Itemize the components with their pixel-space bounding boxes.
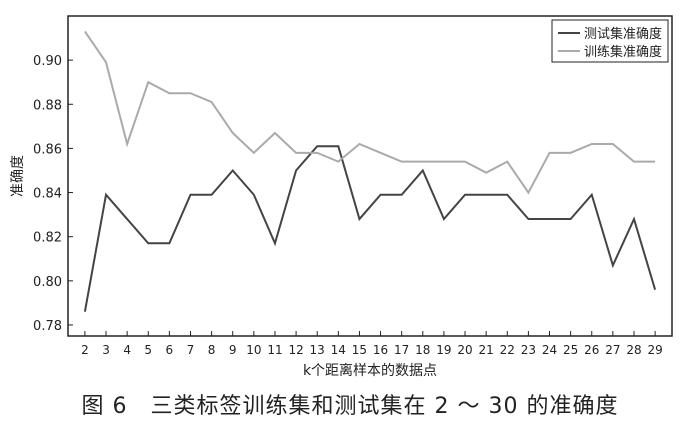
series-line-test <box>83 145 657 312</box>
x-tick-label: 5 <box>144 343 152 357</box>
y-tick-label: 0.86 <box>33 142 62 157</box>
y-tick-label: 0.82 <box>33 231 62 246</box>
y-tick-label: 0.88 <box>33 98 62 113</box>
plot-frame <box>67 15 673 337</box>
x-tick-label: 20 <box>457 343 472 357</box>
y-tick-label: 0.84 <box>33 187 62 202</box>
x-tick-label: 29 <box>647 343 662 357</box>
x-tick-label: 12 <box>288 343 303 357</box>
x-tick-label: 19 <box>436 343 451 357</box>
x-tick-label: 23 <box>521 343 536 357</box>
legend-label-train: 训练集准确度 <box>584 44 662 60</box>
x-tick-label: 11 <box>267 343 282 357</box>
x-tick-label: 15 <box>352 343 367 357</box>
x-tick-label: 21 <box>479 343 494 357</box>
y-axis-ticks: 0.78 0.80 0.82 0.84 0.86 0.88 0.90 <box>33 54 73 334</box>
x-tick-label: 4 <box>123 343 131 357</box>
line-chart: 0.780.800.820.840.860.880.90 2 3 4 5 6 7 8 9 10 1… <box>10 15 673 379</box>
x-tick-label: 7 <box>187 343 195 357</box>
x-tick-label: 9 <box>229 343 237 357</box>
legend-box <box>551 19 669 63</box>
figure-caption: 图 6 三类标签训练集和测试集在 2 ～ 30 的准确度 <box>81 394 619 419</box>
x-tick-label: 28 <box>626 343 641 357</box>
x-tick-label: 27 <box>605 343 620 357</box>
y-tick-label: 0.90 <box>33 54 62 69</box>
x-tick-label: 13 <box>310 343 325 357</box>
series-lines <box>83 30 657 312</box>
x-tick-label: 22 <box>500 343 515 357</box>
x-tick-label: 16 <box>373 343 388 357</box>
x-tick-label: 10 <box>246 343 261 357</box>
x-tick-label: 2 <box>81 343 89 357</box>
x-tick-label: 25 <box>563 343 578 357</box>
y-tick-label: 0.80 <box>33 275 62 290</box>
y-tick-label: 0.78 <box>33 319 62 334</box>
y-axis-label: 准确度 <box>10 155 26 197</box>
x-tick-label: 26 <box>584 343 599 357</box>
x-tick-label: 8 <box>208 343 216 357</box>
x-axis-ticks: 2 3 4 5 6 7 8 9 10 11 12 13 14 15 16 17 18 19 20 21 22 23 24 25… <box>81 331 663 357</box>
x-axis-label: k个距离样本的数据点 <box>303 362 437 379</box>
x-tick-label: 14 <box>331 343 346 357</box>
legend-label-test: 测试集准确度 <box>584 26 662 42</box>
x-tick-label: 24 <box>542 343 557 357</box>
x-tick-label: 17 <box>394 343 409 357</box>
series-line-train <box>84 30 656 195</box>
legend: 测试集准确度 训练集准确度 <box>551 19 669 63</box>
x-tick-label: 18 <box>415 343 430 357</box>
x-tick-label: 6 <box>166 343 174 357</box>
x-tick-label: 3 <box>102 343 110 357</box>
